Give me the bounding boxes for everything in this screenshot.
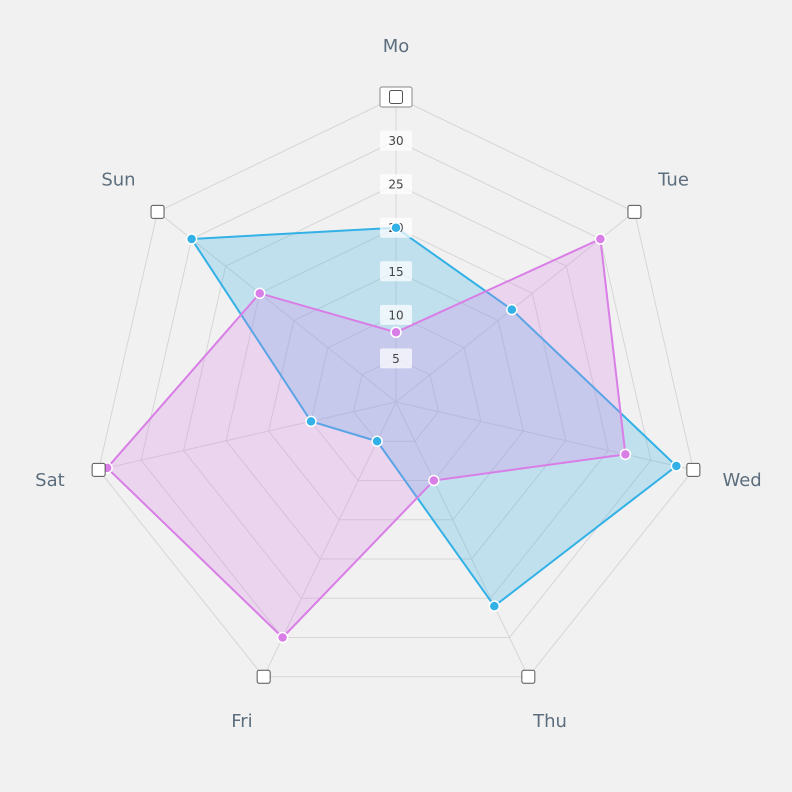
tick-label: 5 [392,352,400,366]
axis-line [395,401,529,678]
tick-box [380,130,412,151]
data-point [276,631,289,644]
data-point [253,287,266,300]
axis-handle [627,204,642,219]
axis-handle [521,669,536,684]
data-point [390,221,402,234]
data-point [506,303,518,316]
axis-handle [686,462,701,477]
axis-handle [389,90,403,104]
axis-handle [91,462,106,477]
data-point [488,600,501,612]
data-point [185,233,198,245]
tick-box [380,304,412,325]
axis-label: Tue [657,170,689,191]
axis-handle [150,204,165,219]
data-point [305,415,317,428]
tick-label: 25 [388,178,403,192]
tick-box [380,174,412,195]
data-point [371,435,383,448]
series-area [105,237,627,639]
data-point [594,233,607,245]
tick-box [380,261,412,282]
data-point [390,326,402,339]
axis-label: Wed [722,470,761,491]
grid-line [310,314,482,482]
axis-line [263,401,397,678]
tick-label: 15 [388,265,403,279]
axis-label: Mo [383,36,410,57]
axis-line [395,401,694,471]
grid-line [183,183,609,599]
axis-label: Fri [231,711,252,732]
axis-label: Sun [101,170,135,191]
data-point [670,460,683,472]
series-area [189,226,678,608]
tick-label: 10 [388,308,403,322]
axis-line [98,401,397,471]
tick-label: 30 [388,134,403,148]
data-point [619,448,632,461]
tick-box [380,348,412,369]
grid-line [225,227,567,560]
grid-line [352,357,440,442]
axis-handle [256,669,271,684]
grid-line [140,140,652,639]
axis-label: Sat [35,470,65,491]
axis-label: Thu [532,711,567,732]
grid-line [98,96,694,678]
data-point [428,474,440,487]
axis-line [157,211,397,403]
